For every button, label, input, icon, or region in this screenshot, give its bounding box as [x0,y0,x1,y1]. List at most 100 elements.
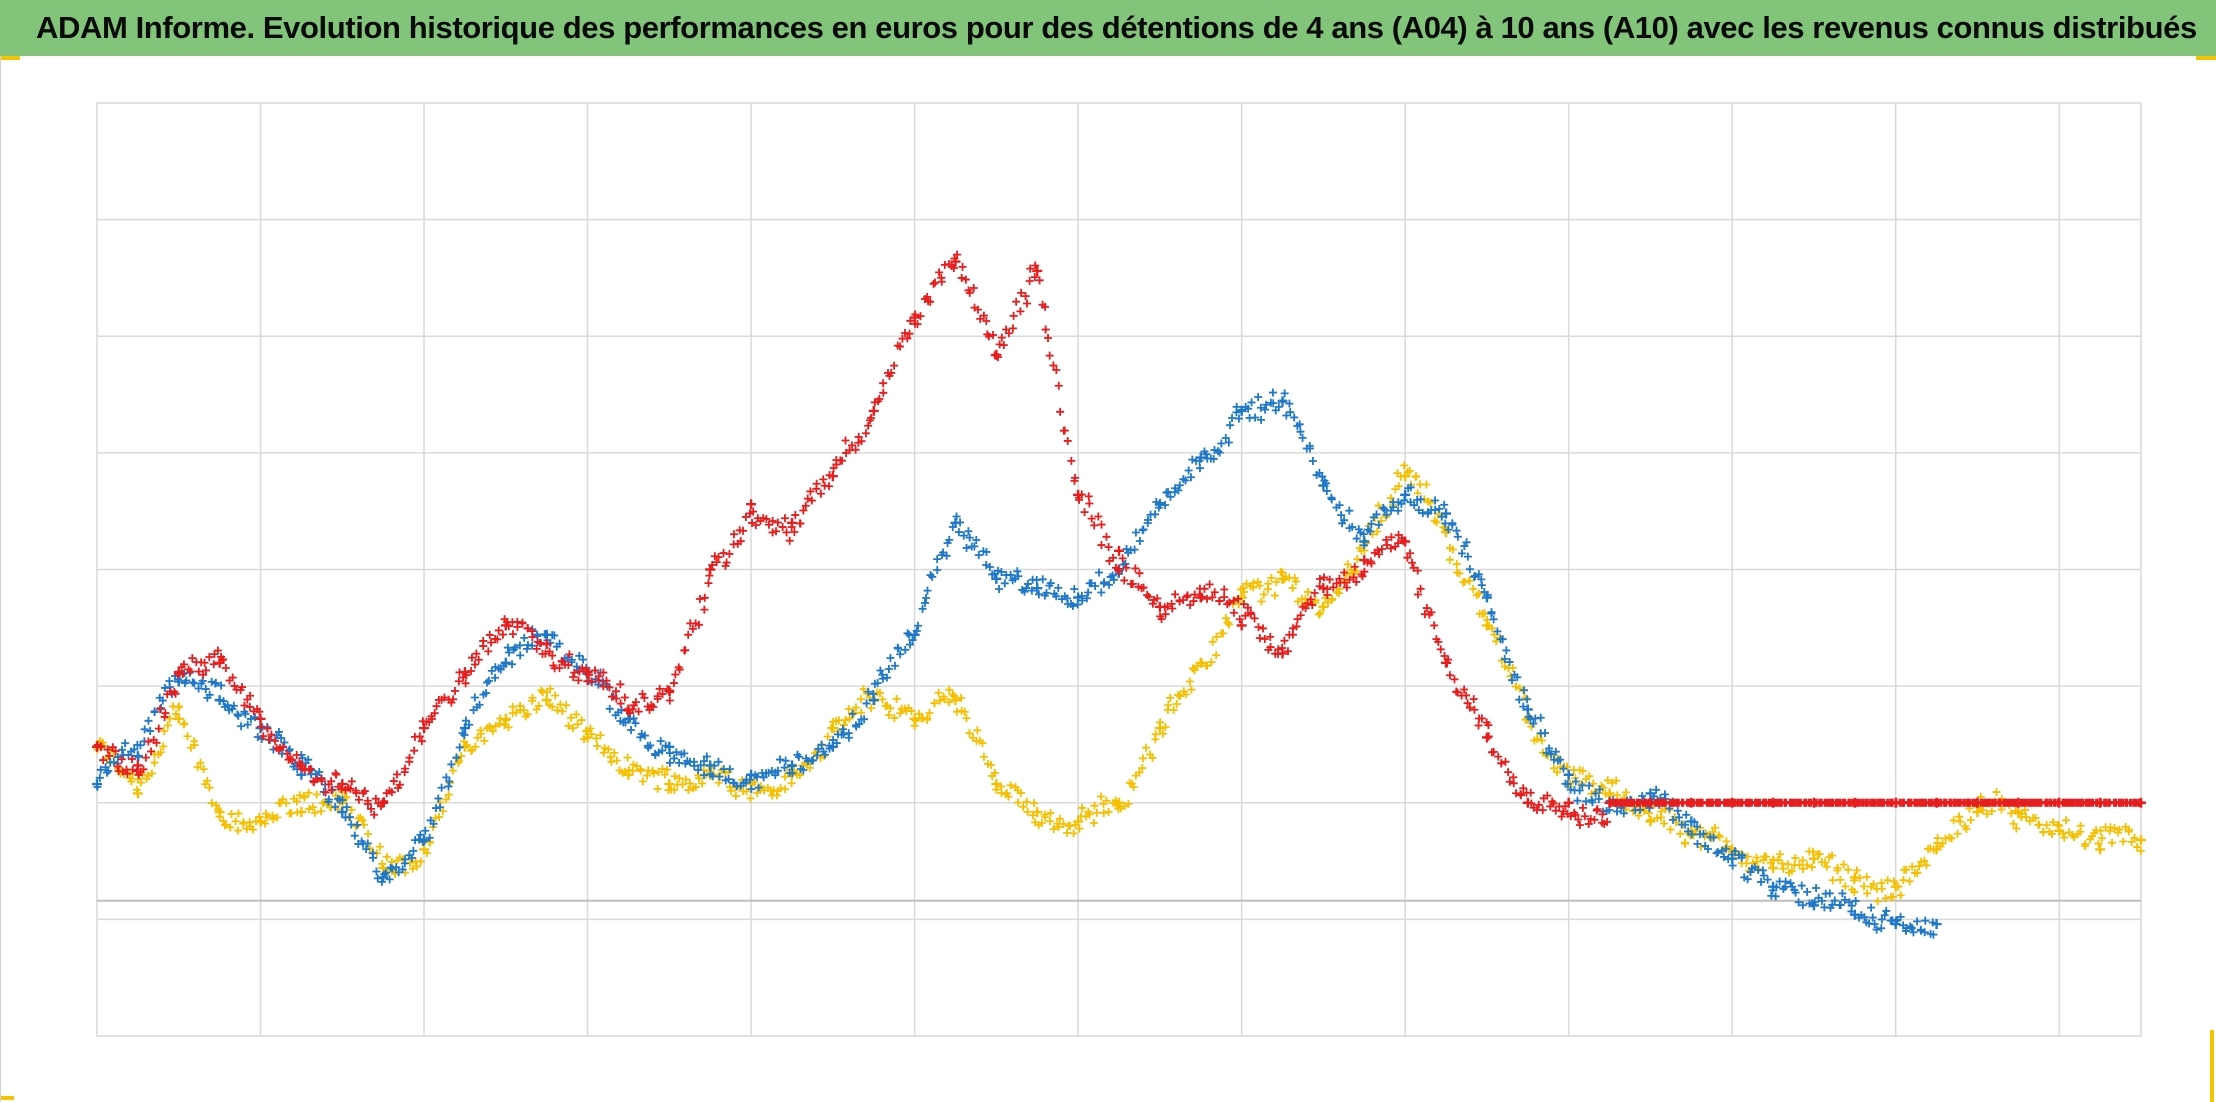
scatter-marker [1254,392,1263,401]
scatter-marker [801,501,810,510]
scatter-marker [1776,850,1785,859]
corner-mark-right-bottom [2210,1030,2214,1102]
scatter-marker [621,718,630,727]
scatter-marker [1575,786,1584,795]
scatter-marker [1708,828,1717,837]
scatter-marker [1591,789,1600,798]
scatter-marker [817,740,826,749]
scatter-marker [790,528,799,537]
scatter-marker [416,830,425,839]
scatter-marker [1771,892,1780,901]
scatter-marker [964,527,973,536]
scatter-marker [848,709,857,718]
scatter-marker [1982,810,1991,819]
scatter-marker [954,528,963,537]
scatter-marker [1649,792,1658,801]
scatter-marker [306,764,315,773]
scatter-marker [240,701,249,710]
scatter-marker [962,714,971,723]
scatter-marker [715,772,724,781]
scatter-marker [1687,830,1696,839]
scatter-marker [2022,813,2031,822]
scatter-marker [283,749,292,758]
scatter-marker [1978,806,1987,815]
scatter-marker [238,683,247,692]
scatter-marker [945,698,954,707]
scatter-marker [1102,796,1111,805]
scatter-marker [1889,892,1898,901]
scatter-marker [1675,813,1684,822]
scatter-marker [700,605,709,614]
scatter-marker [890,361,899,370]
scatter-marker [873,679,882,688]
scatter-marker [832,739,841,748]
scatter-marker [207,799,216,808]
scatter-marker [852,703,861,712]
scatter-marker [1422,480,1431,489]
scatter-marker [234,711,243,720]
scatter-marker [722,558,731,567]
scatter-marker [209,660,218,669]
scatter-marker [1405,466,1414,475]
scatter-marker [1500,662,1509,671]
scatter-marker [1457,549,1466,558]
scatter-marker [1250,614,1259,623]
scatter-marker [1025,276,1034,285]
scatter-marker [788,762,797,771]
scatter-marker [1489,747,1498,756]
scatter-marker [1947,834,1956,843]
scatter-marker [1962,824,1971,833]
scatter-marker [1933,834,1942,843]
scatter-marker [1139,583,1148,592]
scatter-marker [1699,829,1708,838]
scatter-marker [580,735,589,744]
scatter-marker [400,768,409,777]
scatter-marker [1585,781,1594,790]
scatter-marker [1095,568,1104,577]
scatter-marker [471,742,480,751]
scatter-marker [1929,930,1938,939]
scatter-marker [422,848,431,857]
scatter-marker [1676,829,1685,838]
scatter-marker [1305,441,1314,450]
scatter-marker [1463,552,1472,561]
scatter-marker [182,676,191,685]
scatter-marker [143,771,152,780]
scatter-marker [1156,718,1165,727]
data-point-marker [2136,835,2146,846]
scatter-marker [523,710,532,719]
scatter-marker [1161,722,1170,731]
scatter-marker [104,766,113,775]
scatter-marker [2097,834,2106,843]
scatter-marker [385,875,394,884]
scatter-marker [2035,820,2044,829]
scatter-marker [1413,566,1422,575]
scatter-marker [869,689,878,698]
scatter-marker [854,432,863,441]
scatter-marker [1743,852,1752,861]
scatter-marker [2060,833,2069,842]
scatter-marker [231,817,240,826]
scatter-marker [1505,777,1514,786]
scatter-marker [127,777,136,786]
scatter-marker [820,750,829,759]
scatter-marker [930,699,939,708]
scatter-marker [449,695,458,704]
scatter-marker [1340,578,1349,587]
scatter-marker [1657,807,1666,816]
scatter-marker [1860,882,1868,891]
scatter-marker [1545,744,1554,753]
scatter-marker [876,666,885,675]
scatter-marker [1054,583,1063,592]
scatter-marker [1054,822,1063,831]
data-point-marker [868,405,879,416]
scatter-marker [982,317,991,326]
scatter-marker [582,665,591,674]
scatter-marker [1374,501,1383,510]
scatter-marker [347,805,356,814]
scatter-marker [1016,307,1025,316]
data-point-marker [541,639,552,650]
scatter-marker [1763,875,1772,884]
scatter-marker [1187,685,1196,694]
